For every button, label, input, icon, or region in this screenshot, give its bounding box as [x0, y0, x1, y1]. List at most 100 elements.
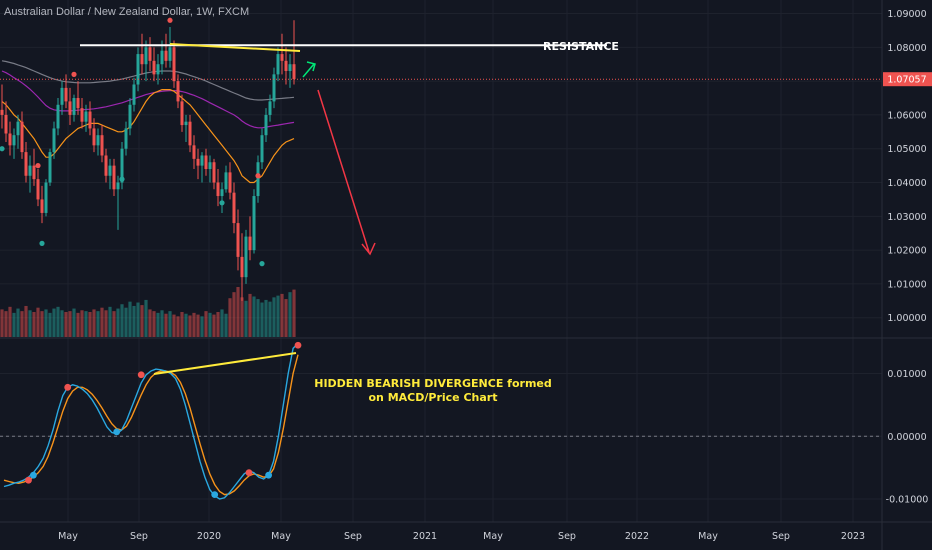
- volume-bar: [172, 314, 176, 337]
- candle-body: [264, 114, 268, 136]
- candle-body: [268, 101, 272, 115]
- volume-bar: [168, 311, 172, 337]
- candle-body: [256, 162, 260, 197]
- price-tick-label: 1.09000: [887, 9, 926, 20]
- volume-bar: [60, 310, 64, 337]
- candle-body: [208, 162, 212, 169]
- volume-bar: [140, 305, 144, 337]
- candle-body: [56, 104, 60, 129]
- volume-bar: [292, 289, 296, 337]
- volume-bar: [88, 312, 92, 337]
- macd-cross-dot: [265, 471, 272, 479]
- price-tick-label: 1.02000: [887, 246, 926, 257]
- candle-body: [156, 64, 160, 75]
- volume-bar: [200, 316, 204, 337]
- macd-cross-dot: [245, 469, 253, 477]
- sar-dot: [255, 173, 261, 179]
- candle-body: [292, 64, 296, 80]
- last-price-badge: 1.07057: [883, 72, 932, 87]
- volume-bar: [184, 313, 188, 337]
- volume-bar: [48, 312, 52, 337]
- green-arrow[interactable]: [302, 61, 316, 78]
- candle-body: [48, 152, 52, 183]
- candle-body: [8, 133, 12, 146]
- candle-body: [212, 162, 216, 183]
- candle-body: [80, 108, 84, 122]
- volume-bar: [252, 296, 256, 337]
- candle-body: [0, 109, 4, 115]
- volume-bar: [220, 309, 224, 337]
- volume-bar: [204, 311, 208, 337]
- volume-bar: [92, 309, 96, 337]
- price-tick-label: 1.06000: [887, 110, 926, 121]
- volume-bar: [16, 308, 20, 337]
- volume-bar: [144, 299, 148, 337]
- candle-body: [72, 98, 76, 115]
- volume-bar: [284, 299, 288, 337]
- candle-body: [260, 135, 264, 163]
- candle-body: [64, 87, 68, 102]
- time-tick-label: Sep: [130, 531, 148, 542]
- volume-bar: [160, 310, 164, 337]
- volume-bar: [152, 311, 156, 337]
- candle-body: [144, 47, 148, 65]
- volume-bar: [120, 304, 124, 337]
- candle-body: [52, 128, 56, 153]
- sar-dot: [259, 261, 265, 267]
- price-tick-label: 1.01000: [887, 279, 926, 290]
- volume-bar: [192, 312, 196, 337]
- volume-bar: [4, 311, 8, 337]
- price-trend-line[interactable]: [169, 43, 301, 52]
- grid-lines: [0, 0, 882, 522]
- candle-body: [172, 47, 176, 82]
- macd-trend-line[interactable]: [153, 352, 297, 375]
- volume-bar: [24, 305, 28, 337]
- macd-axis[interactable]: 0.01000 0.00000 -0.01000: [886, 369, 929, 506]
- divergence-note-line1: HIDDEN BEARISH DIVERGENCE formed: [314, 377, 552, 390]
- volume-bar: [124, 307, 128, 337]
- divergence-note-line2: on MACD/Price Chart: [369, 391, 498, 404]
- candle-body: [108, 165, 112, 176]
- volume-bar: [128, 301, 132, 337]
- volume-bar: [216, 312, 220, 337]
- price-tick-label: 1.04000: [887, 178, 926, 189]
- time-tick-label: May: [271, 531, 291, 542]
- sar-dot: [35, 163, 41, 169]
- candle-body: [40, 199, 44, 213]
- macd-panel: HIDDEN BEARISH DIVERGENCE formed on MACD…: [0, 341, 882, 500]
- volume-bar: [76, 312, 80, 337]
- candle-body: [160, 50, 164, 65]
- candle-body: [180, 101, 184, 126]
- volume-bar: [80, 310, 84, 337]
- candle-body: [60, 87, 64, 105]
- candle-body: [20, 121, 24, 153]
- volume-bar: [212, 314, 216, 337]
- red-projection-arrow[interactable]: [317, 89, 376, 256]
- macd-cross-dot: [294, 341, 302, 349]
- macd-cross-dot: [64, 383, 72, 391]
- volume-bar: [104, 310, 108, 337]
- candle-body: [116, 182, 120, 190]
- volume-bar: [228, 298, 232, 337]
- time-axis[interactable]: May Sep 2020 May Sep 2021 May Sep 2022 May Sep 2023: [58, 531, 865, 542]
- sar-dot: [119, 176, 125, 182]
- symbol-title[interactable]: Australian Dollar / New Zealand Dollar, …: [4, 6, 250, 18]
- volume-bar: [276, 295, 280, 337]
- sar-dot: [39, 240, 45, 246]
- volume-bar: [136, 302, 140, 337]
- macd-cross-dot: [211, 491, 219, 499]
- volume-bar: [32, 312, 36, 337]
- candle-body: [96, 135, 100, 146]
- candle-body: [44, 182, 48, 213]
- volume-bar: [108, 306, 112, 337]
- macd-cross-dot: [113, 428, 121, 436]
- volume-bar: [248, 293, 252, 337]
- sar-dots: [0, 17, 265, 267]
- volume-bar: [180, 312, 184, 337]
- candle-body: [248, 236, 252, 251]
- volume-bar: [0, 309, 4, 337]
- price-tick-label: 1.08000: [887, 43, 926, 54]
- volume-bar: [20, 311, 24, 337]
